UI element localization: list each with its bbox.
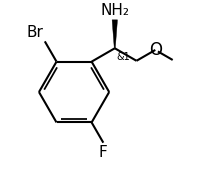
Text: O: O [149, 41, 162, 59]
Text: &1: &1 [117, 52, 130, 62]
Text: Br: Br [26, 25, 43, 40]
Polygon shape [112, 20, 117, 48]
Text: F: F [99, 145, 108, 160]
Text: NH₂: NH₂ [100, 3, 129, 18]
